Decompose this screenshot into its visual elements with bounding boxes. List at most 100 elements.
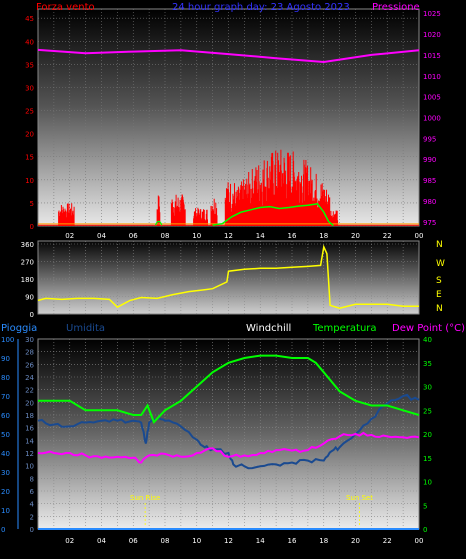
pressure-line bbox=[37, 48, 420, 64]
rain-tick-label: 50 bbox=[1, 431, 10, 439]
temp-tick-label: 10 bbox=[423, 479, 432, 487]
series-panel-3: Sun Rise Sun Set bbox=[37, 354, 420, 530]
rain-tick-label: 90 bbox=[1, 355, 10, 363]
temp-tick-label: 30 bbox=[423, 384, 432, 392]
humidity-tick-label: 16 bbox=[25, 425, 34, 433]
wind-tick-label: 45 bbox=[25, 15, 34, 23]
wind-tick-label: 0 bbox=[30, 223, 34, 231]
humidity-tick-label: 2 bbox=[30, 513, 34, 521]
x-tick-label-3: 06 bbox=[129, 537, 138, 545]
rain-axis-title: Pioggia bbox=[1, 323, 37, 334]
humidity-tick-label: 4 bbox=[30, 501, 35, 509]
humidity-tick-label: 6 bbox=[30, 488, 35, 496]
x-tick-label-3: 20 bbox=[351, 537, 360, 545]
temp-tick-label: 0 bbox=[423, 526, 427, 534]
compass-label: E bbox=[436, 290, 442, 300]
x-tick-label: 16 bbox=[288, 232, 297, 240]
avg-wind-line bbox=[212, 202, 334, 227]
x-tick-label-3: 00 bbox=[415, 537, 424, 545]
temperature-title: Temperatura bbox=[312, 323, 377, 334]
grid-panel-2 bbox=[38, 241, 419, 315]
humidity-tick-label: 22 bbox=[25, 387, 34, 395]
pressure-tick-label: 1010 bbox=[423, 73, 441, 81]
temp-tick-label: 25 bbox=[423, 407, 432, 415]
compass-label: N bbox=[436, 240, 443, 250]
pressure-tick-label: 975 bbox=[423, 219, 436, 227]
pressure-tick-label: 980 bbox=[423, 198, 436, 206]
dir-tick-label: 90 bbox=[25, 294, 34, 302]
x-tick-label: 00 bbox=[415, 232, 424, 240]
compass-label: W bbox=[436, 259, 445, 269]
temp-tick-label: 40 bbox=[423, 336, 432, 344]
humidity-tick-label: 30 bbox=[25, 336, 34, 344]
x-tick-label-3: 12 bbox=[224, 537, 233, 545]
compass-label: N bbox=[436, 304, 443, 314]
x-tick-label-3: 10 bbox=[192, 537, 201, 545]
rain-tick-label: 60 bbox=[1, 412, 10, 420]
pressure-tick-label: 985 bbox=[423, 177, 436, 185]
dir-tick-label: 360 bbox=[21, 241, 34, 249]
windchill-title: Windchill bbox=[246, 323, 291, 334]
series-panel-2 bbox=[37, 244, 419, 309]
wind-tick-label: 40 bbox=[25, 38, 34, 46]
x-tick-label: 02 bbox=[65, 232, 74, 240]
pressure-tick-label: 1025 bbox=[423, 10, 441, 18]
wind-direction-line bbox=[37, 244, 419, 309]
series-panel-1 bbox=[37, 48, 420, 227]
humidity-tick-label: 0 bbox=[30, 526, 34, 534]
dewpoint-title: Dew Point (°C) bbox=[392, 323, 465, 334]
x-tick-label-3: 14 bbox=[256, 537, 265, 545]
rain-tick-label: 10 bbox=[1, 507, 10, 515]
x-tick-label: 14 bbox=[256, 232, 265, 240]
axes-labels: 0510152025303540459759809859909951000100… bbox=[1, 10, 445, 545]
humidity-tick-label: 12 bbox=[25, 450, 34, 458]
dir-tick-label: 0 bbox=[30, 311, 34, 319]
sun-marker-label: Sun Set bbox=[346, 494, 373, 502]
humidity-axis-title: Umidita bbox=[66, 323, 105, 334]
pressure-tick-label: 1020 bbox=[423, 31, 441, 39]
x-tick-label: 22 bbox=[383, 232, 392, 240]
x-tick-label: 04 bbox=[97, 232, 106, 240]
wind-tick-label: 25 bbox=[25, 108, 34, 116]
humidity-tick-label: 26 bbox=[25, 361, 34, 369]
temp-tick-label: 5 bbox=[423, 502, 427, 510]
pressure-tick-label: 990 bbox=[423, 156, 436, 164]
x-tick-label-3: 16 bbox=[288, 537, 297, 545]
wind-tick-label: 5 bbox=[30, 200, 34, 208]
compass-label: S bbox=[436, 276, 442, 286]
avg-wind-blip bbox=[154, 220, 163, 226]
x-tick-label-3: 04 bbox=[97, 537, 106, 545]
pressure-tick-label: 1000 bbox=[423, 115, 441, 123]
wind-tick-label: 15 bbox=[25, 154, 34, 162]
x-tick-label: 10 bbox=[192, 232, 201, 240]
pressure-tick-label: 1015 bbox=[423, 52, 441, 60]
x-tick-label: 08 bbox=[161, 232, 170, 240]
pressure-axis-title: Pressione bbox=[372, 2, 420, 13]
sun-marker-label: Sun Rise bbox=[130, 494, 160, 502]
pressure-tick-label: 1005 bbox=[423, 94, 441, 102]
humidity-tick-label: 24 bbox=[25, 374, 34, 382]
humidity-tick-label: 10 bbox=[25, 463, 34, 471]
temp-tick-label: 20 bbox=[423, 431, 432, 439]
rain-tick-label: 30 bbox=[1, 469, 10, 477]
temperature-line bbox=[38, 354, 420, 424]
x-tick-label: 20 bbox=[351, 232, 360, 240]
dewpoint-line bbox=[37, 431, 420, 464]
temp-tick-label: 35 bbox=[423, 360, 432, 368]
chart-title: 24 hour graph day: 23 Agosto 2023 bbox=[172, 2, 350, 13]
wind-axis-title: Forza vento bbox=[36, 2, 95, 13]
wind-speed-bars bbox=[58, 149, 339, 226]
humidity-tick-label: 28 bbox=[25, 349, 34, 357]
x-tick-label-3: 08 bbox=[161, 537, 170, 545]
x-tick-label: 18 bbox=[319, 232, 328, 240]
x-tick-label-3: 02 bbox=[65, 537, 74, 545]
x-tick-label-3: 22 bbox=[383, 537, 392, 545]
dir-tick-label: 270 bbox=[21, 259, 34, 267]
dir-tick-label: 180 bbox=[21, 276, 34, 284]
humidity-tick-label: 18 bbox=[25, 412, 34, 420]
wind-tick-label: 35 bbox=[25, 61, 34, 69]
temp-tick-label: 15 bbox=[423, 455, 432, 463]
rain-tick-label: 80 bbox=[1, 374, 10, 382]
